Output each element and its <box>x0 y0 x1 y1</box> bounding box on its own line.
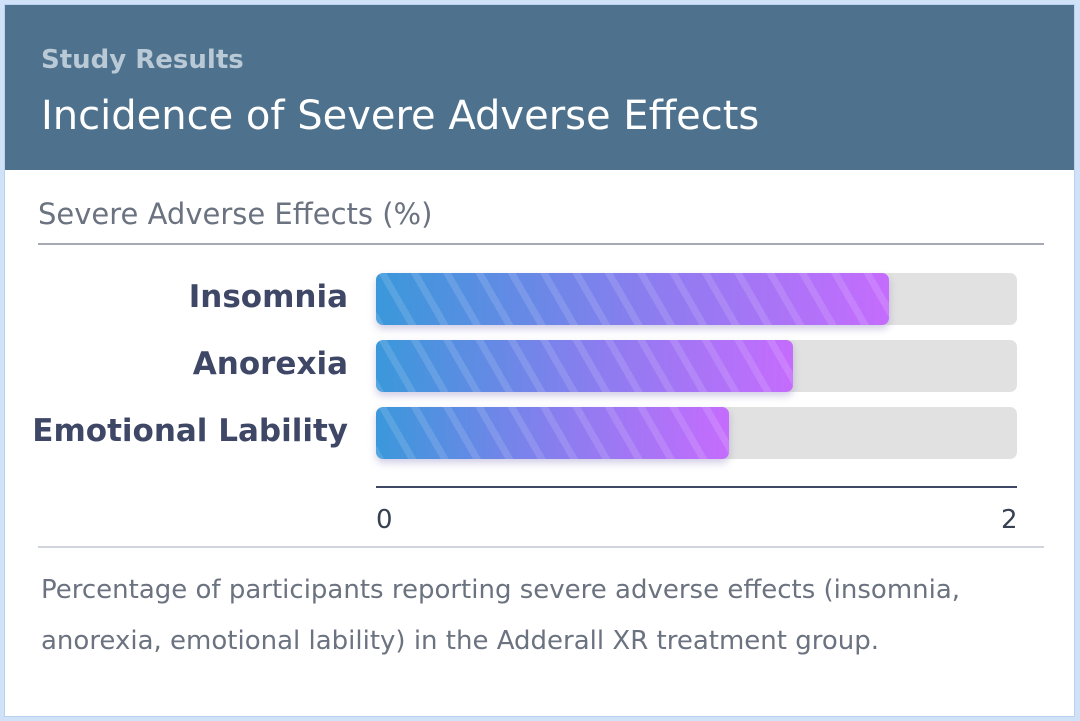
x-tick-label-max: 2 <box>1001 505 1018 535</box>
x-axis-line <box>376 486 1017 488</box>
chart-title: Severe Adverse Effects (%) <box>38 197 433 231</box>
bar-emotional-lability <box>376 407 729 459</box>
category-label-insomnia: Insomnia <box>188 279 348 315</box>
card-eyebrow: Study Results <box>41 45 244 75</box>
bar-anorexia <box>376 340 793 392</box>
caption-divider <box>38 546 1044 548</box>
chart-title-divider <box>38 243 1044 245</box>
x-tick-label-min: 0 <box>376 505 393 535</box>
card-title: Incidence of Severe Adverse Effects <box>41 93 760 139</box>
chart-caption: Percentage of participants reporting sev… <box>41 575 961 656</box>
category-label-anorexia: Anorexia <box>192 346 348 382</box>
category-label-emotional-lability: Emotional Lability <box>32 413 348 449</box>
card-header: Study Results Incidence of Severe Advers… <box>5 5 1074 170</box>
study-results-card: Study Results Incidence of Severe Advers… <box>4 4 1075 717</box>
bar-insomnia <box>376 273 889 325</box>
